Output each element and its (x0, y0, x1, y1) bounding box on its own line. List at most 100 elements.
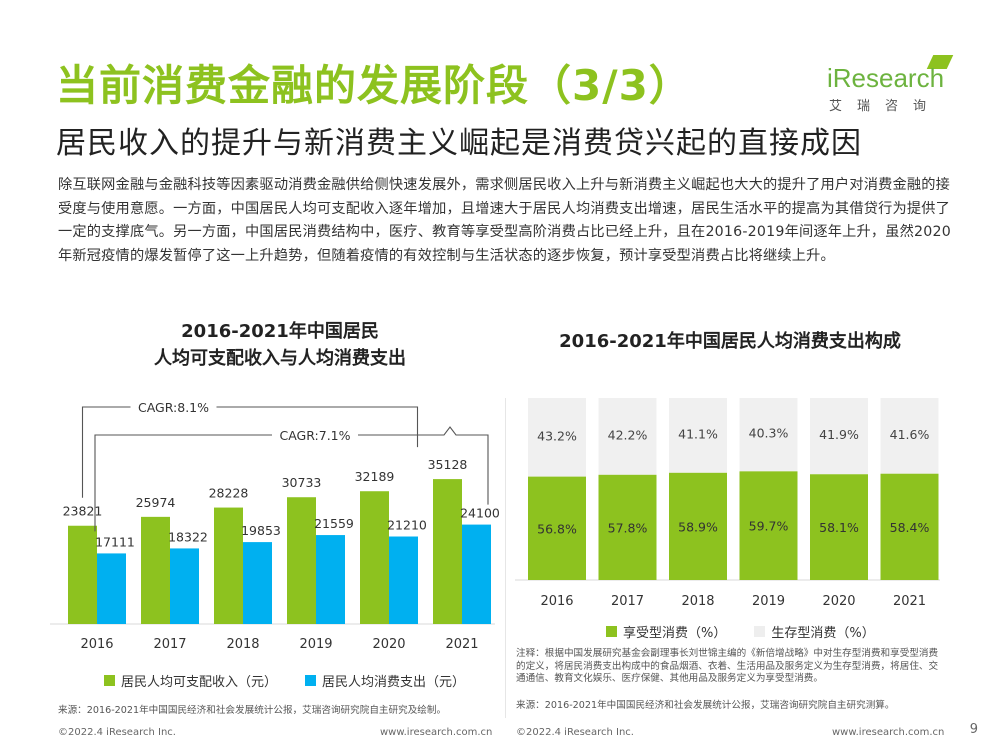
bar-survival-2021 (880, 398, 939, 474)
right-note: 注释：根据中国发展研究基金会副理事长刘世锦主编的《新倍增战略》中对生存型消费和享… (516, 648, 939, 684)
page-title: 当前消费金融的发展阶段（3/3） (56, 61, 692, 110)
x-tick-2021: 2021 (445, 637, 478, 652)
cagr-label-expense: CAGR:7.1% (279, 428, 350, 443)
legend-label-income: 居民人均可支配收入（元） (121, 675, 278, 690)
bar-expense-2020 (389, 536, 418, 624)
iresearch-logo: iResearch 艾瑞咨询 (825, 55, 955, 115)
left-chart-title: 2016-2021年中国居民 人均可支配收入与人均消费支出 (90, 318, 470, 372)
label-survival-2020: 41.9% (819, 427, 859, 442)
bar-survival-2016 (528, 398, 586, 477)
bar-survival-2020 (810, 398, 868, 475)
legend-swatch-enjoyment (606, 626, 617, 637)
bar-enjoyment-2020 (810, 474, 868, 580)
label-enjoyment-2019: 59.7% (749, 519, 789, 534)
footer-right-url: www.iresearch.com.cn (832, 727, 945, 738)
page-number: 9 (969, 722, 978, 737)
x-tick-2016: 2016 (80, 637, 113, 652)
bar-survival-2019 (739, 398, 798, 472)
bar-expense-2016 (97, 553, 126, 624)
logo-subtext: 艾瑞咨询 (829, 99, 942, 114)
label-expense-2017: 18322 (168, 529, 208, 544)
label-enjoyment-2020: 58.1% (819, 520, 859, 535)
x-tick-right-2018: 2018 (681, 594, 714, 609)
bar-enjoyment-2016 (528, 476, 586, 580)
bar-income-2021 (433, 479, 462, 624)
label-expense-2021: 24100 (460, 506, 500, 521)
x-tick-2020: 2020 (372, 637, 405, 652)
right-chart-title: 2016-2021年中国居民人均消费支出构成 (559, 331, 901, 352)
label-income-2017: 25974 (136, 495, 176, 510)
legend-label-survival: 生存型消费（%） (771, 626, 875, 641)
cagr-bracket-income (81, 406, 419, 498)
x-tick-right-2020: 2020 (822, 594, 855, 609)
bar-enjoyment-2017 (598, 474, 657, 580)
consumption-structure-bar-chart: 43.2% 56.8% 2016 42.2% 57.8% 2017 41.1% 58.9% 20… (515, 398, 940, 609)
intro-paragraph: 除互联网金融与金融科技等因素驱动消费金融供给侧快速发展外，需求侧居民收入上升与新… (58, 177, 951, 264)
x-tick-right-2016: 2016 (540, 594, 573, 609)
left-source: 来源：2016-2021年中国国民经济和社会发展统计公报，艾瑞咨询研究院自主研究… (58, 705, 447, 716)
x-tick-right-2017: 2017 (611, 594, 644, 609)
legend-swatch-income (104, 675, 115, 686)
cagr-label-bg-expense (272, 426, 358, 444)
footer-left-url: www.iresearch.com.cn (380, 727, 493, 738)
label-enjoyment-2021: 58.4% (890, 520, 930, 535)
right-source: 来源：2016-2021年中国国民经济和社会发展统计公报，艾瑞咨询研究院自主研究… (516, 700, 895, 711)
legend-swatch-survival (754, 626, 766, 637)
label-income-2021: 35128 (428, 457, 468, 472)
x-tick-right-2019: 2019 (752, 594, 785, 609)
footer-left-copyright: ©2022.4 iResearch Inc. (58, 727, 176, 738)
label-survival-2019: 40.3% (749, 426, 789, 441)
label-survival-2016: 43.2% (537, 428, 577, 443)
x-tick-2019: 2019 (299, 637, 332, 652)
cagr-label-income: CAGR:8.1% (138, 400, 209, 415)
label-income-2020: 32189 (355, 469, 395, 484)
left-chart-legend: 居民人均可支配收入（元） 居民人均消费支出（元） (104, 671, 493, 690)
label-income-2018: 28228 (209, 486, 249, 501)
label-expense-2018: 19853 (241, 523, 281, 538)
label-income-2016: 23821 (63, 504, 103, 519)
cagr-bracket-expense (94, 426, 489, 532)
label-survival-2018: 41.1% (678, 426, 718, 441)
bar-expense-2018 (243, 542, 272, 624)
label-expense-2019: 21559 (314, 516, 354, 531)
bar-expense-2019 (316, 535, 345, 624)
cagr-label-bg-income (130, 398, 217, 416)
bar-enjoyment-2019 (739, 471, 798, 580)
x-tick-2018: 2018 (226, 637, 259, 652)
legend-label-expense: 居民人均消费支出（元） (322, 675, 466, 690)
bar-income-2016 (68, 525, 97, 624)
chart-divider (505, 398, 506, 718)
label-enjoyment-2017: 57.8% (608, 520, 648, 535)
label-enjoyment-2016: 56.8% (537, 521, 577, 536)
legend-item-survival: 生存型消费（%） (754, 622, 875, 641)
right-chart-legend: 享受型消费（%） 生存型消费（%） (606, 622, 903, 641)
label-expense-2020: 21210 (387, 518, 427, 533)
page-subtitle: 居民收入的提升与新消费主义崛起是消费贷兴起的直接成因 (56, 126, 862, 161)
income-expense-bar-chart: 23821 17111 2016 25974 18322 2017 28228 19853 20… (50, 398, 500, 652)
legend-item-expense: 居民人均消费支出（元） (305, 671, 465, 690)
bar-expense-2021 (462, 524, 491, 624)
label-enjoyment-2018: 58.9% (678, 519, 718, 534)
left-chart-title-line2: 人均可支配收入与人均消费支出 (154, 348, 406, 369)
legend-item-income: 居民人均可支配收入（元） (104, 671, 277, 690)
label-survival-2021: 41.6% (890, 427, 930, 442)
label-expense-2016: 17111 (95, 534, 135, 549)
x-tick-2017: 2017 (153, 637, 186, 652)
legend-swatch-expense (305, 675, 317, 686)
label-survival-2017: 42.2% (608, 427, 648, 442)
bar-income-2019 (287, 497, 316, 624)
bar-income-2020 (360, 491, 389, 624)
legend-label-enjoyment: 享受型消费（%） (623, 626, 727, 641)
bar-income-2018 (214, 507, 243, 624)
label-income-2019: 30733 (282, 475, 322, 490)
bar-survival-2018 (669, 398, 727, 473)
bar-enjoyment-2021 (880, 473, 939, 580)
logo-text: iResearch (827, 63, 945, 93)
bar-enjoyment-2018 (669, 472, 727, 580)
bar-income-2017 (141, 516, 170, 624)
legend-item-enjoyment: 享受型消费（%） (606, 622, 726, 641)
x-tick-right-2021: 2021 (893, 594, 926, 609)
footer-right-copyright: ©2022.4 iResearch Inc. (516, 727, 634, 738)
left-chart-title-line1: 2016-2021年中国居民 (181, 321, 379, 342)
bar-survival-2017 (598, 398, 657, 475)
